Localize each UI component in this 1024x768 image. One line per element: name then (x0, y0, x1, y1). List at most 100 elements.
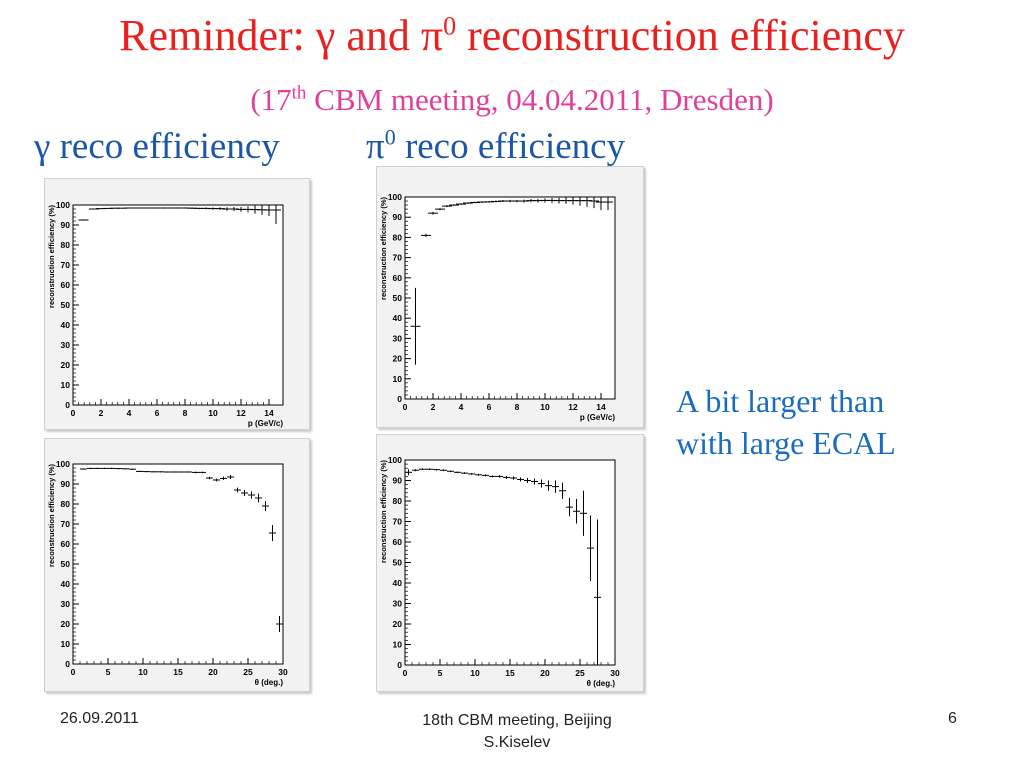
data-point (255, 493, 262, 503)
data-point (461, 472, 468, 474)
y-tick-label: 20 (393, 619, 403, 629)
y-tick-label: 70 (61, 260, 71, 270)
y-tick-label: 90 (393, 212, 403, 222)
data-point (482, 474, 489, 477)
y-tick-label: 60 (393, 537, 403, 547)
x-tick-label: 15 (173, 667, 183, 677)
data-point (185, 471, 192, 473)
y-tick-label: 0 (65, 659, 70, 669)
y-tick-label: 10 (61, 639, 71, 649)
data-point (538, 479, 545, 488)
y-tick-label: 20 (61, 360, 71, 370)
data-point (580, 490, 587, 536)
data-point (559, 482, 566, 499)
x-tick-label: 12 (568, 402, 578, 412)
gamma-efficiency-vs-theta-panel: 0 10 20 30 40 50 60 70 80 90 100 0 5 10 15 20 25 30 θ (deg… (44, 438, 310, 692)
data-point (449, 204, 459, 206)
data-point (262, 501, 269, 511)
slide-subtitle-prefix: (17 (250, 82, 292, 117)
y-tick-label: 100 (56, 459, 70, 469)
data-point (234, 487, 241, 493)
data-point (227, 475, 234, 479)
slide-title-prefix: Reminder: γ and π (119, 11, 444, 60)
x-tick-label: 25 (243, 667, 253, 677)
y-tick-label: 80 (393, 232, 403, 242)
data-point (589, 197, 599, 209)
footer-author: S.Kiselev (483, 734, 551, 751)
data-point (269, 525, 276, 541)
comparison-note-line1: A bit larger than (676, 383, 885, 419)
data-point (412, 469, 419, 472)
y-tick-label: 40 (61, 320, 71, 330)
data-point (435, 208, 445, 211)
data-point (573, 498, 580, 524)
y-tick-label: 70 (393, 253, 403, 263)
y-tick-label: 30 (393, 599, 403, 609)
pi0-heading-sup: 0 (384, 124, 396, 150)
y-tick-label: 100 (388, 455, 402, 465)
x-axis-label: p (GeV/c) (248, 419, 283, 428)
x-tick-label: 25 (575, 668, 585, 678)
data-point (496, 475, 503, 478)
data-point (475, 473, 482, 476)
data-point (271, 205, 281, 224)
data-point (87, 467, 94, 469)
y-tick-label: 20 (393, 354, 403, 364)
x-tick-label: 0 (403, 402, 408, 412)
data-point (192, 471, 199, 474)
data-point (80, 468, 87, 470)
y-axis-label: reconstruction efficiency (%) (47, 464, 56, 567)
x-tick-label: 8 (183, 408, 188, 418)
data-point (241, 490, 248, 496)
data-point (447, 470, 454, 473)
data-point (220, 476, 227, 480)
data-point (440, 469, 447, 472)
x-axis-label: p (GeV/c) (580, 413, 615, 422)
data-point (454, 471, 461, 474)
y-tick-label: 40 (61, 579, 71, 589)
y-axis-label: reconstruction efficiency (%) (47, 205, 56, 308)
data-point (108, 467, 115, 469)
data-point (545, 480, 552, 491)
data-point (421, 233, 431, 237)
plot-frame (404, 459, 616, 666)
x-tick-label: 14 (596, 402, 606, 412)
data-point (129, 468, 136, 470)
pi0-column-heading: π0 reco efficiency (366, 124, 625, 170)
data-point (442, 205, 452, 208)
y-tick-label: 0 (397, 660, 402, 670)
x-tick-label: 0 (71, 667, 76, 677)
data-point (178, 471, 185, 473)
slide-title-suffix: reconstruction efficiency (456, 11, 905, 60)
x-tick-label: 15 (505, 668, 515, 678)
x-tick-label: 20 (540, 668, 550, 678)
y-axis-label: reconstruction efficiency (%) (379, 460, 388, 563)
x-axis-label: θ (deg.) (587, 679, 616, 688)
data-point (405, 469, 412, 476)
data-point (594, 519, 601, 665)
data-point (426, 468, 433, 471)
data-point (206, 476, 213, 480)
x-tick-label: 4 (459, 402, 464, 412)
data-point (78, 219, 89, 221)
data-point (248, 491, 255, 499)
footer-date: 26.09.2011 (60, 710, 139, 727)
data-point (524, 478, 531, 483)
pi0-heading-base: π (366, 126, 385, 167)
data-point (410, 287, 421, 365)
y-tick-label: 80 (61, 499, 71, 509)
data-point (587, 515, 594, 581)
gamma-efficiency-vs-p-chart: 0 10 20 30 40 50 60 70 80 90 100 0 2 4 6 8 10 12 14p (GeV/… (47, 200, 284, 428)
data-point (164, 471, 171, 473)
x-tick-label: 12 (236, 408, 246, 418)
x-tick-label: 4 (127, 408, 132, 418)
y-tick-label: 100 (56, 200, 70, 210)
pi0-heading-suffix: reco efficiency (395, 126, 626, 167)
pi0-efficiency-vs-p-chart: 0 10 20 30 40 50 60 70 80 90 100 0 2 4 6 8 10 12 14p (GeV/… (379, 192, 616, 422)
x-tick-label: 20 (208, 667, 218, 677)
x-tick-label: 14 (264, 408, 274, 418)
y-tick-label: 30 (61, 340, 71, 350)
data-point (468, 473, 475, 475)
data-point (94, 467, 101, 469)
